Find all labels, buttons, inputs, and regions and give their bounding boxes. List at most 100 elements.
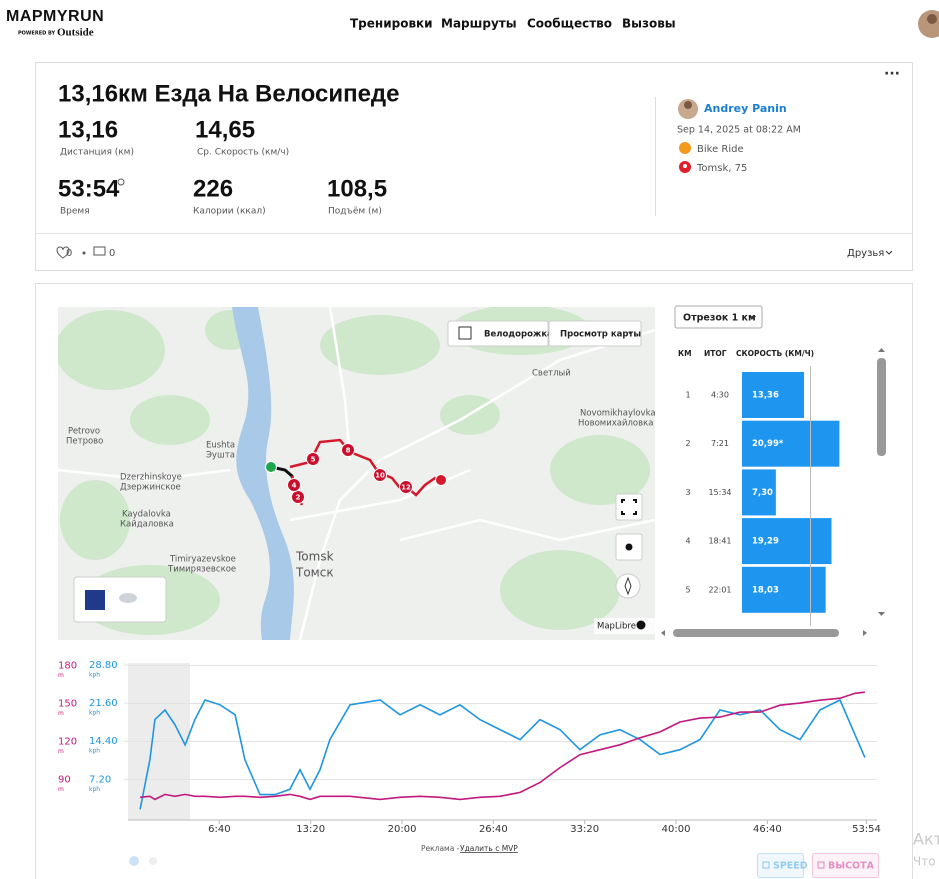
stat-value: 13,16 (58, 116, 118, 143)
stat-label: Ср. Скорость (км/ч) (197, 148, 289, 158)
logo[interactable]: MAPMYRUN (6, 8, 104, 25)
stat-label: Дистанция (км) (60, 148, 134, 158)
info-icon[interactable] (636, 620, 646, 630)
split-speed: 13,36 (752, 391, 779, 401)
h-scrollbar-thumb[interactable] (673, 629, 839, 637)
map-label: Timiryazevskoe (169, 555, 236, 565)
split-dropdown[interactable] (674, 305, 763, 329)
map-label: Эушта (206, 451, 235, 461)
user-name[interactable]: Andrey Panin (704, 102, 787, 115)
privacy[interactable]: Друзья (847, 248, 884, 259)
powered-by: POWERED BY (18, 31, 56, 37)
bike-lane-toggle[interactable] (447, 320, 549, 347)
y-tick-label: 180 (58, 661, 77, 672)
km-marker[interactable] (287, 478, 301, 492)
info-icon[interactable] (117, 178, 125, 186)
watermark: Что (913, 855, 936, 869)
route-start-pin[interactable] (265, 461, 277, 473)
y-unit: m (58, 748, 64, 755)
activity-type-icon (679, 142, 691, 154)
x-tick-label: 53:54 (852, 824, 881, 835)
activity-title: 13,16км Езда На Велосипеде (58, 80, 400, 107)
map-view-button[interactable] (548, 320, 642, 347)
checkbox[interactable] (458, 326, 472, 340)
map-label: Тимирязевское (167, 565, 236, 575)
km-marker[interactable] (306, 452, 320, 466)
legend-swatch (762, 861, 770, 869)
scrollbar-thumb[interactable] (877, 358, 886, 456)
legend: SPEED ВЫСОТА (757, 853, 879, 878)
fullscreen-button[interactable] (615, 493, 643, 521)
nav-link[interactable]: Маршруты (441, 17, 517, 31)
stat-value: 53:54 (58, 175, 120, 202)
map-label: Томск (295, 566, 334, 580)
river (232, 307, 294, 640)
split-bar (742, 372, 804, 418)
footer-icon[interactable] (149, 857, 157, 865)
comment-count: 0 (109, 248, 115, 259)
weather-logo (85, 590, 105, 610)
map-label: Novomikhaylovka (580, 409, 656, 419)
nav-link[interactable]: Сообщество (527, 17, 612, 31)
x-tick-label: 26:40 (479, 824, 508, 835)
watermark: Акт (913, 830, 939, 849)
legend-label: ВЫСОТА (828, 861, 875, 872)
km-marker[interactable] (399, 480, 413, 494)
caret (751, 316, 756, 319)
like-icon[interactable] (56, 246, 70, 259)
split-km: 3 (685, 488, 690, 497)
split-total: 15:34 (708, 488, 731, 497)
split-bar (742, 566, 826, 613)
like-count: 0 (66, 248, 72, 259)
split-bar (742, 420, 840, 467)
legend-label: SPEED (773, 861, 808, 872)
user-avatar[interactable] (918, 10, 939, 38)
y2-tick-label: 7.20 (89, 774, 111, 785)
locate-icon (625, 543, 633, 551)
y2-tick-label: 21.60 (89, 698, 118, 709)
nav-link[interactable]: Тренировки (350, 17, 433, 31)
y-unit: m (58, 710, 64, 717)
brand: Outside (57, 27, 94, 39)
x-tick-label: 6:40 (208, 824, 230, 835)
km-marker-label: 12 (401, 484, 411, 492)
nav-link[interactable]: Вызовы (622, 17, 676, 31)
separator (82, 251, 86, 255)
km-marker[interactable] (373, 468, 387, 482)
compass-button[interactable] (615, 573, 641, 599)
stat-value: 226 (193, 175, 233, 202)
km-marker[interactable] (341, 443, 355, 457)
avatar-face (684, 101, 692, 109)
split-km: 1 (685, 391, 690, 400)
map-label: Tomsk (295, 550, 334, 564)
km-marker-label: 2 (296, 494, 301, 502)
map-view-label: Просмотр карты (560, 330, 641, 340)
compass-icon (624, 576, 632, 596)
split-km: 4 (685, 537, 690, 546)
map-label: Дзержинское (120, 483, 181, 493)
km-marker-label: 10 (375, 472, 385, 480)
y2-unit: kph (89, 786, 100, 793)
bike-lane-label: Велодорожка (484, 330, 553, 340)
legend-button[interactable] (812, 853, 879, 878)
x-tick-label: 33:20 (570, 824, 599, 835)
split-bar (742, 518, 832, 565)
footer-icon[interactable] (129, 856, 139, 866)
map-label: Кайдаловка (120, 520, 174, 530)
ad-label: Реклама - (421, 844, 460, 853)
split-speed: 18,03 (752, 585, 779, 595)
column-header: СКОРОСТЬ (КМ/Ч) (736, 349, 814, 358)
column-header: КМ (678, 349, 692, 358)
attribution[interactable]: MapLibre (597, 622, 636, 632)
split-total: 7:21 (711, 439, 729, 448)
split-speed: 19,29 (752, 537, 779, 547)
legend-button[interactable] (757, 853, 804, 878)
comment-icon[interactable] (93, 246, 106, 256)
route-end-pin[interactable] (435, 474, 447, 486)
more-menu[interactable]: ··· (884, 66, 900, 82)
remove-ads-link[interactable]: Удалить с MVP (460, 844, 518, 853)
splits-rows: 1 4:30 13,36 2 7:21 20,99* 3 15:34 7,30 4 18:41 19,… (685, 372, 840, 613)
